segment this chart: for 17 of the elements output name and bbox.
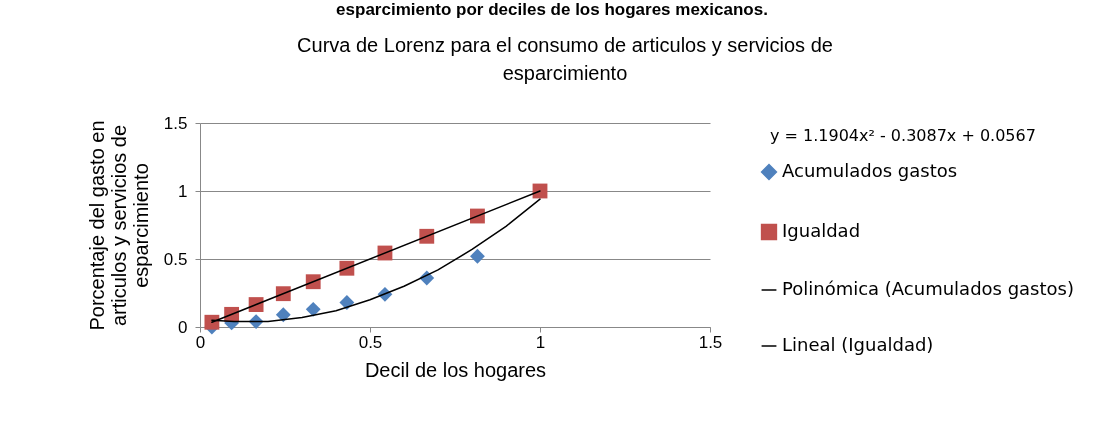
y-tick-label: 1 [178, 181, 188, 201]
x-tick-label: 0 [195, 332, 206, 352]
legend-label: Acumulados gastos [782, 160, 958, 181]
x-tick-label: 1.5 [698, 332, 723, 352]
chart-title: Curva de Lorenz para el consumo de articulos y servicios de esparcimiento [297, 34, 833, 84]
legend-label: Polinómica (Acumulados gastos) [782, 278, 1074, 299]
x-tick-label: 0.5 [358, 332, 383, 352]
x-tick-label: 1 [535, 332, 546, 352]
y-axis-title: Porcentaje del gasto en articulos y servicios de esparcimiento [85, 120, 152, 331]
text: y = 1.1904x² - 0.3087x + 0.0567 [770, 126, 1036, 145]
legend-label: Lineal (Igualdad) [782, 334, 934, 355]
legend-label: Igualdad [782, 220, 861, 241]
x-axis-title: Decil de los hogares [364, 358, 547, 381]
y-tick-label: 0.5 [163, 249, 188, 269]
text: esparcimiento por deciles de los hogares mexicanos. [335, 0, 769, 20]
y-tick-label: 0 [178, 317, 188, 337]
y-tick-label: 1.5 [163, 113, 188, 133]
